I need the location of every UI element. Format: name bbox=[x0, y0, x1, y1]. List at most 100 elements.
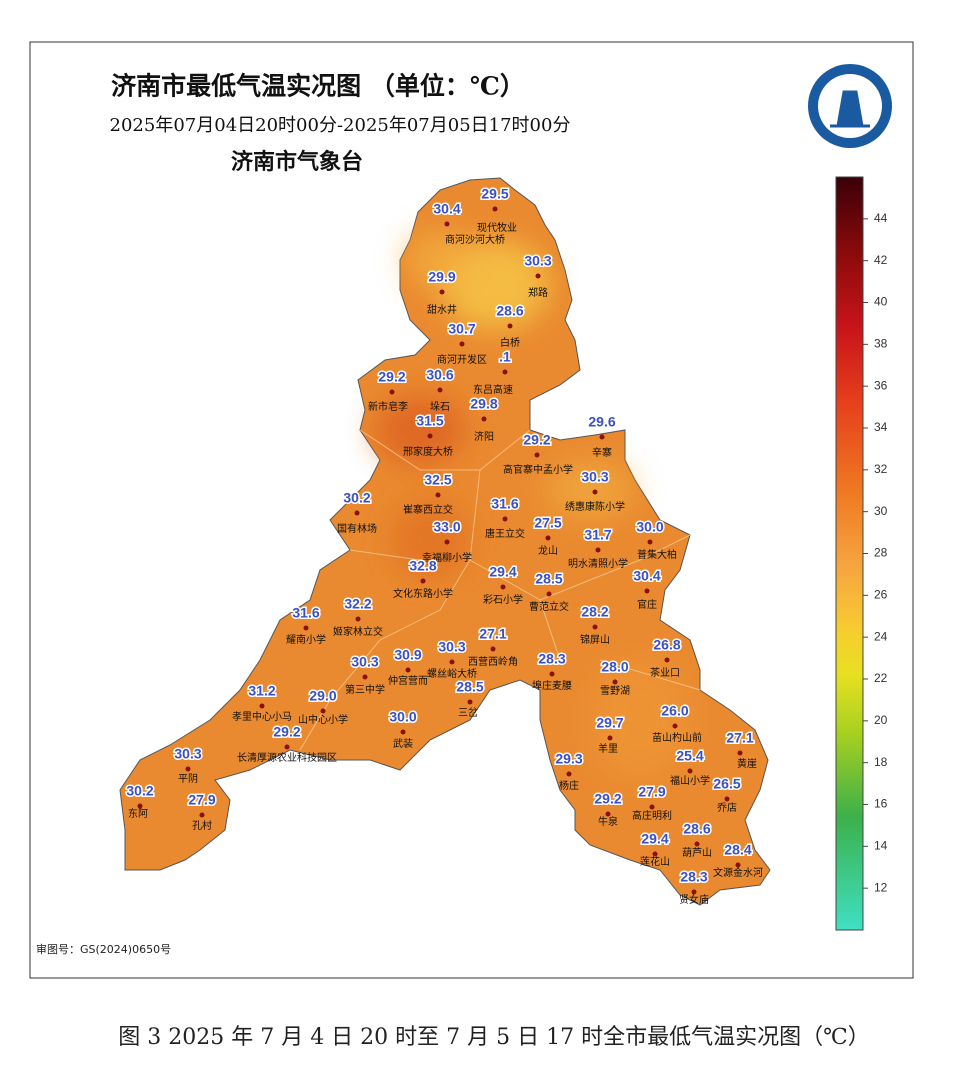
station-value: 28.6 bbox=[496, 303, 523, 319]
station-dot bbox=[467, 699, 473, 705]
station-value: 30.3 bbox=[351, 654, 378, 670]
station-dot bbox=[694, 841, 700, 847]
station-name: 武装 bbox=[393, 737, 413, 750]
station-dot bbox=[427, 433, 433, 439]
station-dot bbox=[605, 811, 611, 817]
station-name: 高官寨中孟小学 bbox=[503, 463, 573, 476]
station-dot bbox=[735, 862, 741, 868]
station-value: 27.1 bbox=[479, 626, 506, 642]
station-dot bbox=[592, 624, 598, 630]
station-name: 贤女庙 bbox=[679, 893, 709, 906]
station-dot bbox=[535, 273, 541, 279]
station-name: 西营西岭角 bbox=[468, 655, 518, 668]
colorbar-tick-label: 26 bbox=[874, 588, 888, 602]
station-name: 茶业口 bbox=[650, 666, 680, 679]
station-value: 28.3 bbox=[538, 651, 565, 667]
station-name: 郑路 bbox=[528, 286, 548, 299]
colorbar-tick-label: 22 bbox=[874, 671, 888, 685]
station-dot bbox=[595, 547, 601, 553]
station-value: 29.4 bbox=[641, 831, 668, 847]
colorbar-tick-label: 40 bbox=[874, 295, 888, 309]
subtitle: 2025年07月04日20时00分-2025年07月05日17时00分 bbox=[110, 115, 571, 136]
station-dot bbox=[492, 206, 498, 212]
district-boundaries bbox=[299, 429, 701, 751]
station-name: 济阳 bbox=[474, 430, 494, 443]
station-name: 甜水井 bbox=[427, 303, 457, 316]
station-value: 29.2 bbox=[523, 432, 550, 448]
station-name: 第三中学 bbox=[345, 683, 385, 696]
station-name: 苗山杓山前 bbox=[652, 731, 702, 744]
temperature-shading bbox=[375, 230, 690, 780]
station-dot bbox=[664, 657, 670, 663]
station-value: 30.9 bbox=[394, 647, 421, 663]
station-name: 高庄明利 bbox=[632, 809, 672, 822]
station-value: 31.6 bbox=[292, 605, 319, 621]
station-dot bbox=[362, 674, 368, 680]
station-name: 白桥 bbox=[500, 336, 520, 349]
station-value: 28.5 bbox=[456, 679, 483, 695]
station-dot bbox=[320, 708, 326, 714]
station-name: 孔村 bbox=[192, 819, 212, 832]
station-dot bbox=[545, 535, 551, 541]
station-name: 莲花山 bbox=[640, 855, 670, 868]
station-name: 埠庄麦腰 bbox=[532, 679, 572, 692]
station-name: 龙山 bbox=[538, 544, 558, 557]
station-dot bbox=[420, 578, 426, 584]
station-dot bbox=[687, 768, 693, 774]
station-value: 26.5 bbox=[713, 776, 740, 792]
station-dot bbox=[534, 452, 540, 458]
station-value: 32.8 bbox=[409, 558, 436, 574]
station-dot bbox=[502, 516, 508, 522]
station-name: 长清厚源农业科技园区 bbox=[237, 751, 337, 764]
colorbar bbox=[835, 176, 864, 931]
station-value: 29.7 bbox=[596, 715, 623, 731]
station-name: 黄崖 bbox=[737, 757, 757, 770]
station-dot bbox=[607, 735, 613, 741]
colorbar-tick-label: 18 bbox=[874, 755, 888, 769]
station-value: 29.4 bbox=[489, 564, 516, 580]
station-dot bbox=[435, 492, 441, 498]
station-name: 螺丝峪大桥 bbox=[427, 667, 477, 680]
station-name: 明水清照小学 bbox=[568, 557, 628, 570]
station-name: 姬家林立交 bbox=[333, 625, 383, 638]
station-name: 商河沙河大桥 bbox=[445, 233, 505, 246]
colorbar-tick-label: 34 bbox=[874, 420, 888, 434]
station-name: 唐王立交 bbox=[485, 527, 525, 540]
station-value: 27.9 bbox=[638, 784, 665, 800]
station-value: 27.9 bbox=[188, 792, 215, 808]
station-name: 山中心小学 bbox=[298, 713, 348, 726]
station-dot bbox=[691, 889, 697, 895]
station-name: 文源金水河 bbox=[713, 866, 763, 879]
station-name: 杨庄 bbox=[559, 779, 579, 792]
station-value: 30.2 bbox=[343, 490, 370, 506]
station-value: 31.6 bbox=[491, 496, 518, 512]
station-value: 28.0 bbox=[601, 659, 628, 675]
colorbar-tick-label: 30 bbox=[874, 504, 888, 518]
station-dot bbox=[612, 679, 618, 685]
colorbar-tick-label: 24 bbox=[874, 629, 888, 643]
station-dot bbox=[284, 744, 290, 750]
colorbar-ticks: 12 14 16 18 20 22 24 26 28 30 32 34 36 38 40 42 44 bbox=[863, 211, 888, 894]
station-value: 28.2 bbox=[581, 604, 608, 620]
station-value: 27.5 bbox=[534, 515, 561, 531]
station-value: 29.6 bbox=[588, 414, 615, 430]
station-value: 31.5 bbox=[416, 413, 443, 429]
station-value: 30.4 bbox=[433, 201, 460, 217]
station-value: 30.0 bbox=[636, 519, 663, 535]
colorbar-tick-label: 14 bbox=[874, 839, 888, 853]
station-dot bbox=[592, 489, 598, 495]
station-name: 官庄 bbox=[637, 598, 657, 611]
colorbar-tick-label: 12 bbox=[874, 880, 888, 894]
station-name: 孝里中心小马 bbox=[232, 710, 292, 723]
colorbar-tick-label: 38 bbox=[874, 337, 888, 351]
station-dot bbox=[303, 625, 309, 631]
station-value: 27.1 bbox=[726, 730, 753, 746]
station-name: 邢家度大桥 bbox=[403, 445, 453, 458]
station-value: 33.0 bbox=[433, 519, 460, 535]
colorbar-tick-label: 20 bbox=[874, 713, 888, 727]
station-dot bbox=[459, 341, 465, 347]
station-dot bbox=[185, 766, 191, 772]
station-dot bbox=[437, 387, 443, 393]
station-dot bbox=[672, 723, 678, 729]
station-name: 商河开发区 bbox=[437, 353, 487, 366]
